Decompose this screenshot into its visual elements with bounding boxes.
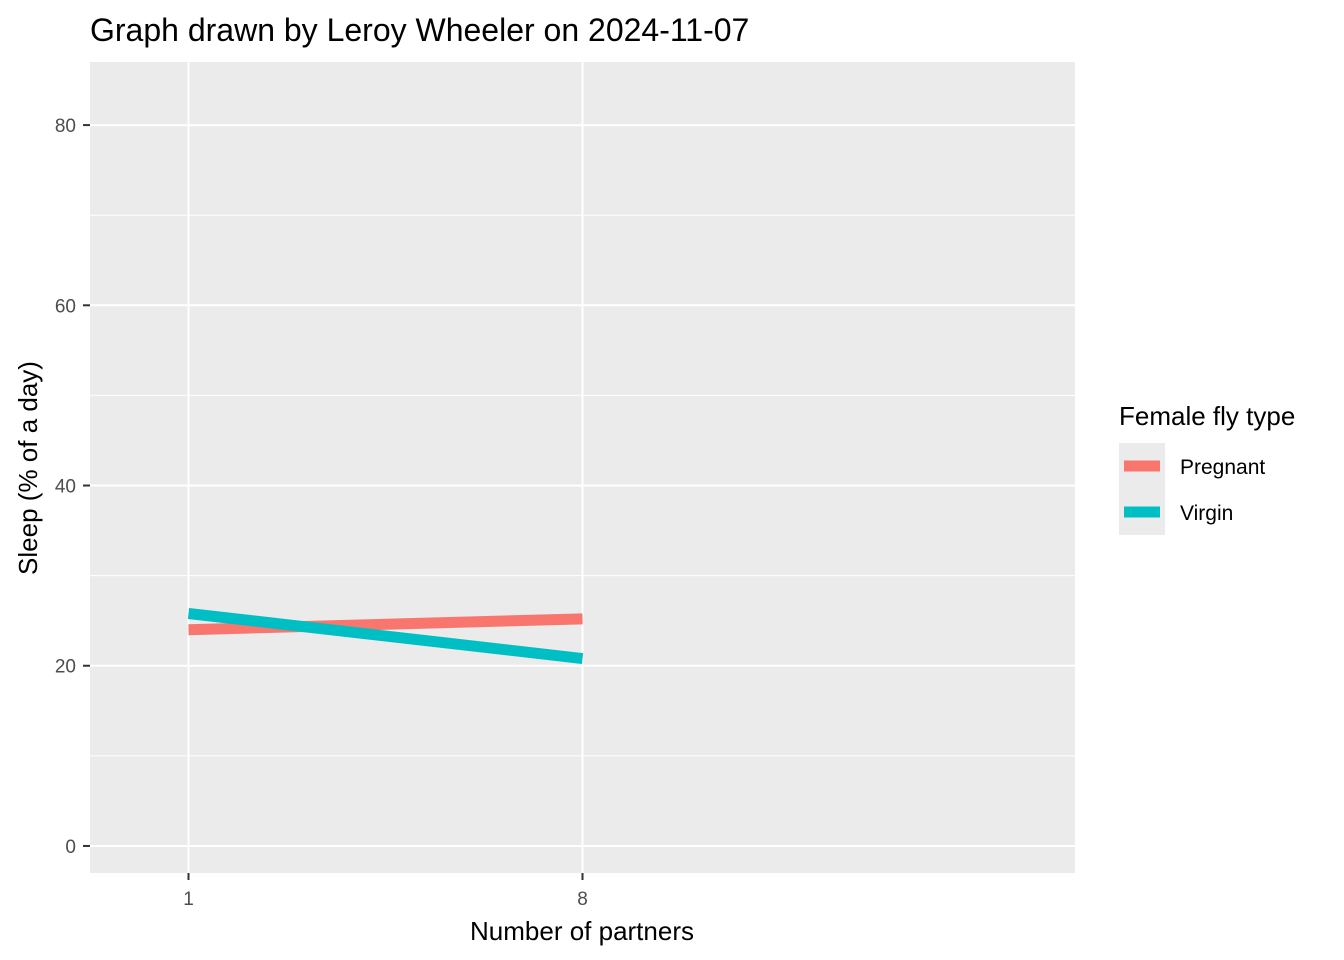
x-axis-title: Number of partners: [470, 916, 694, 946]
major-gridlines: [90, 62, 1075, 873]
legend-items: Pregnant Virgin: [1124, 456, 1265, 525]
x-tick-label: 1: [183, 889, 194, 910]
y-tick-label: 20: [55, 657, 76, 678]
series-line-pregnant: [188, 613, 583, 636]
y-axis: 0 20 40 60 80: [55, 116, 90, 858]
y-tick-label: 80: [55, 116, 76, 137]
legend-key-background: [1119, 443, 1165, 535]
x-tick-label: 8: [577, 889, 588, 910]
y-tick-label: 60: [55, 296, 76, 317]
series-line-virgin: [187, 608, 584, 664]
y-tick-label: 40: [55, 477, 76, 498]
chart-title: Graph drawn by Leroy Wheeler on 2024-11-…: [90, 12, 749, 48]
series-lines: [187, 608, 584, 664]
legend-label: Virgin: [1180, 502, 1233, 525]
y-axis-title: Sleep (% of a day): [13, 361, 43, 575]
legend-label: Pregnant: [1180, 456, 1265, 479]
legend: Female fly type Pregnant Virgin: [1119, 401, 1295, 535]
y-tick-label: 0: [65, 837, 76, 858]
legend-title: Female fly type: [1119, 401, 1295, 431]
